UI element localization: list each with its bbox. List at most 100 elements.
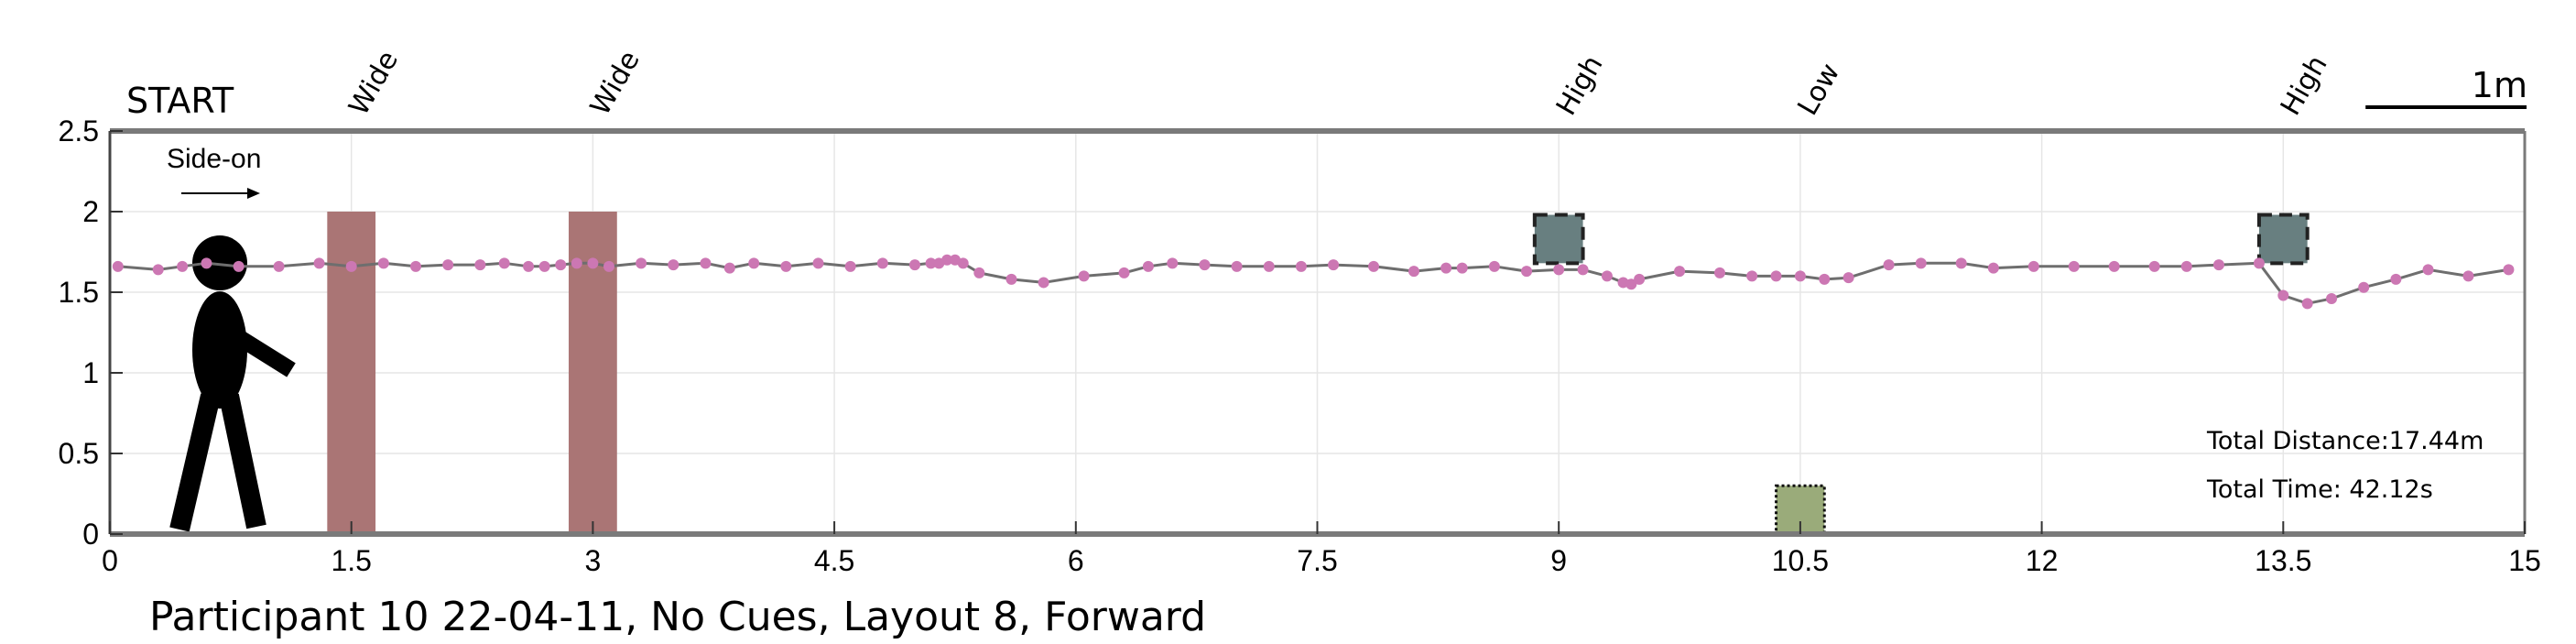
x-tick-label-10: 15 — [2508, 544, 2541, 577]
obstacle-label-0: Wide — [342, 46, 405, 121]
trajectory-point — [2326, 293, 2338, 305]
trajectory-point — [2212, 259, 2224, 271]
trajectory-point — [844, 260, 856, 272]
trajectory-point — [1231, 260, 1243, 272]
direction-arrow-icon — [181, 188, 260, 199]
trajectory-point — [1883, 259, 1895, 271]
trajectory-point — [1842, 272, 1854, 284]
trajectory-point — [2148, 260, 2160, 272]
trajectory-point — [909, 259, 920, 271]
y-tick-label-1: 0.5 — [59, 437, 99, 470]
trajectory-point — [2503, 264, 2515, 276]
trajectory-point — [410, 260, 422, 272]
trajectory-point — [1955, 257, 1967, 269]
obstacle-label-4: High — [2275, 50, 2334, 121]
trajectory-point — [723, 262, 735, 274]
trajectory-point — [177, 260, 189, 272]
trajectory-point — [313, 257, 325, 269]
y-tick-label-5: 2.5 — [59, 115, 99, 147]
trajectory-point — [876, 257, 888, 269]
trajectory-point — [2301, 298, 2313, 310]
x-tick-label-8: 12 — [2026, 544, 2059, 577]
scale-bar-label: 1m — [2472, 65, 2527, 105]
trajectory-series — [112, 254, 2515, 310]
trajectory-point — [1142, 260, 1154, 272]
axis-ticks: 0 1.5 3 4.5 6 7.5 9 10.5 12 13.5 15 0 0.5 1 1.5 2 2.5 — [59, 115, 2541, 577]
trajectory-point — [377, 257, 389, 269]
trajectory-point — [1263, 260, 1275, 272]
trajectory-point — [2108, 260, 2120, 272]
trajectory-point — [498, 257, 510, 269]
trajectory-point — [668, 259, 679, 271]
trajectory-point — [1601, 270, 1613, 282]
trajectory-point — [1456, 262, 1468, 274]
y-tick-label-0: 0 — [82, 518, 99, 551]
x-tick-label-7: 10.5 — [1772, 544, 1829, 577]
trajectory-point — [2277, 289, 2289, 301]
trajectory-point — [1118, 267, 1130, 278]
trajectory-point — [1577, 264, 1589, 276]
trajectory-point — [1770, 270, 1782, 282]
trajectory-point — [2358, 281, 2370, 293]
obstacle-label-2: High — [1550, 50, 1610, 121]
trajectory-point — [1625, 278, 1637, 290]
trajectory-point — [2422, 264, 2434, 276]
trajectory-point — [1199, 259, 1211, 271]
y-tick-label-4: 2 — [82, 195, 99, 228]
y-tick-label-3: 1.5 — [59, 276, 99, 309]
trajectory-point — [2253, 257, 2265, 269]
x-tick-label-5: 7.5 — [1297, 544, 1337, 577]
obstacle-high-2 — [1532, 213, 1585, 266]
y-tick-label-2: 1 — [82, 356, 99, 389]
trajectory-point — [2180, 260, 2192, 272]
trajectory-point — [1440, 262, 1452, 274]
scale-bar: 1m — [2365, 65, 2527, 109]
trajectory-point — [442, 259, 454, 271]
trajectory-point — [233, 260, 245, 272]
x-tick-label-0: 0 — [102, 544, 118, 577]
trajectory-point — [603, 260, 614, 272]
trajectory-point — [812, 257, 824, 269]
trajectory-point — [2068, 260, 2080, 272]
obstacle-label-3: Low — [1792, 58, 1847, 121]
trajectory-point — [273, 260, 285, 272]
trajectory-point — [1674, 266, 1686, 278]
start-label: START — [126, 81, 234, 121]
trajectory-point — [1746, 270, 1758, 282]
total-time-label: Total Time: 42.12s — [2206, 475, 2433, 504]
chart-caption: Participant 10 22-04-11, No Cues, Layout… — [149, 594, 1206, 640]
x-tick-label-4: 6 — [1068, 544, 1084, 577]
trajectory-point — [523, 260, 535, 272]
trajectory-point — [1368, 260, 1380, 272]
obstacle-label-1: Wide — [584, 46, 647, 121]
trajectory-point — [700, 257, 712, 269]
trajectory-point — [957, 257, 969, 269]
trajectory-point — [2027, 260, 2039, 272]
trajectory-point — [152, 264, 164, 276]
trajectory-point — [1328, 259, 1340, 271]
trajectory-point — [1488, 260, 1500, 272]
trajectory-point — [1295, 260, 1307, 272]
trajectory-point — [1005, 273, 1017, 285]
trajectory-point — [1794, 270, 1806, 282]
trajectory-point — [1167, 257, 1179, 269]
trajectory-point — [345, 260, 357, 272]
obstacles: Wide Wide High Low High — [327, 46, 2334, 536]
obstacle-wide-0 — [327, 212, 376, 534]
trajectory-point — [112, 260, 124, 272]
trajectory-point — [587, 257, 599, 269]
trajectory-point — [973, 267, 985, 278]
grid — [109, 130, 2526, 535]
trajectory-point — [2462, 270, 2474, 282]
obstacle-high-4 — [2256, 213, 2310, 266]
trajectory-point — [748, 257, 760, 269]
trajectory-point — [538, 260, 550, 272]
trajectory-point — [1819, 273, 1831, 285]
trajectory-point — [1078, 270, 1090, 282]
walking-person-icon — [169, 235, 296, 532]
trajectory-point — [925, 257, 937, 269]
trajectory-point — [780, 260, 792, 272]
trajectory-point — [1521, 266, 1533, 278]
trajectory-point — [201, 257, 212, 269]
